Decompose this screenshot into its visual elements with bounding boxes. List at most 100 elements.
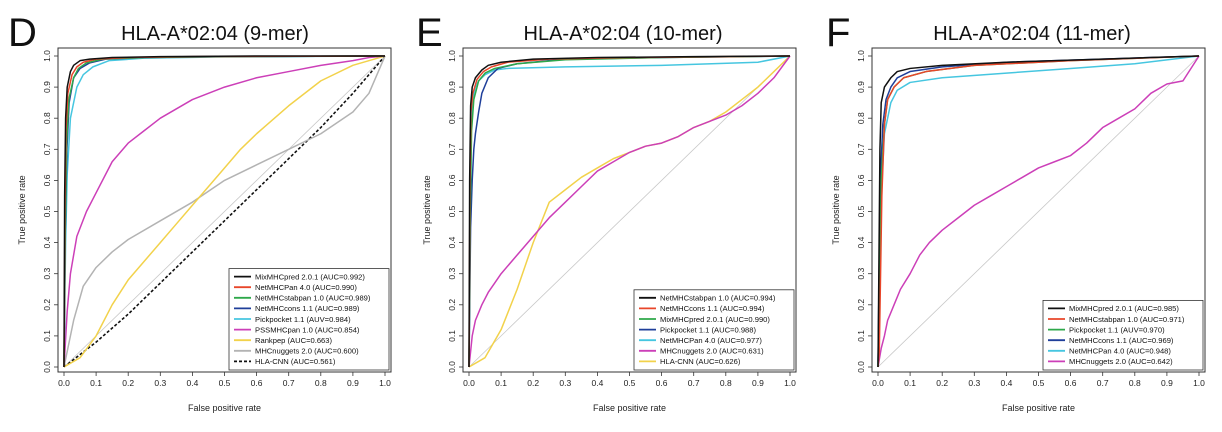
x-tick-label: 0.2 [527,378,539,388]
chart-title: HLA-A*02:04 (9-mer) [121,23,309,45]
y-tick-label: 0.7 [447,143,457,155]
y-tick-label: 0.9 [856,81,866,93]
legend-label: NetMHCPan 4.0 (AUC=0.990) [255,283,357,292]
y-tick-label: 0.1 [856,330,866,342]
y-tick-label: 0.5 [42,205,52,217]
panel-letter: F [826,11,850,55]
y-tick-label: 0.4 [856,236,866,248]
series-group [468,55,791,368]
legend-box [1042,299,1204,371]
chart-panel-d: D HLA-A*02:04 (9-mer) 0.0 0.1 0.2 0.3 0.4 0.5 0.… [8,11,392,413]
y-tick-label: 0.6 [42,174,52,186]
x-tick-label: 1.0 [379,378,391,388]
legend-label: NetMHCPan 4.0 (AUC=0.977) [660,336,762,345]
series-line [468,55,791,368]
legend-label: Pickpocket 1.1 (AUC=0.988) [660,325,756,334]
x-tick-label: 0.8 [1129,378,1141,388]
x-tick-label: 0.5 [1033,378,1045,388]
x-tick-label: 0.9 [752,378,764,388]
series-line [468,55,791,368]
y-tick-label: 0.8 [856,112,866,124]
y-tick-label: 0.3 [42,268,52,280]
y-tick-label: 0.2 [42,299,52,311]
legend: MixMHCpred 2.0.1 (AUC=0.985) NetMHCstabpa… [1042,299,1204,371]
x-tick-label: 0.5 [219,378,231,388]
legend-label: MHCnuggets 2.0 (AUC=0.631) [660,347,764,356]
y-tick-label: 0.6 [447,174,457,186]
legend-label: MHCnuggets 2.0 (AUC=0.642) [1069,357,1173,366]
y-tick-label: 1.0 [447,50,457,62]
chart-panel-f: F HLA-A*02:04 (11-mer) 0.0 0.1 0.2 0.3 0.4 0.5 0… [826,11,1206,413]
y-tick-label: 0.0 [856,361,866,373]
y-tick-label: 0.3 [447,268,457,280]
chart-title: HLA-A*02:04 (11-mer) [933,23,1130,45]
legend-box [633,289,795,371]
y-tick-label: 0.4 [42,236,52,248]
x-tick-label: 0.4 [591,378,603,388]
x-tick-label: 0.9 [347,378,359,388]
x-tick-label: 0.7 [283,378,295,388]
x-tick-label: 0.6 [1065,378,1077,388]
legend-label: Pickpocket 1.1 (AUV=0.970) [1069,325,1165,334]
x-tick-label: 0.0 [58,378,70,388]
legend: NetMHCstabpan 1.0 (AUC=0.994)NetMHCcons … [633,289,795,371]
x-tick-label: 0.1 [495,378,507,388]
panel-letter: E [416,11,443,55]
x-axis-title: False positive rate [593,403,666,413]
x-tick-label: 0.6 [251,378,263,388]
y-axis-title: True positive rate [17,175,27,244]
series-line [877,55,1200,368]
legend-label: Rankpep (AUC=0.663) [255,336,333,345]
legend-label: NetMHCstabpan 1.0 (AUC=0.994) [660,294,776,303]
diagonal-reference-line [877,55,1200,368]
diagonal-reference-line [468,55,791,368]
y-tick-label: 0.3 [856,268,866,280]
series-line [63,55,386,368]
x-tick-label: 0.3 [968,378,980,388]
y-tick-label: 1.0 [856,50,866,62]
series-line [63,55,385,368]
legend-label: MixMHCpred 2.0.1 (AUC=0.990) [660,315,770,324]
x-tick-label: 0.1 [904,378,916,388]
y-tick-label: 0.1 [42,330,52,342]
legend-label: NetMHCcons 1.1 (AUC=0.969) [1069,336,1174,345]
x-tick-label: 0.0 [872,378,884,388]
x-tick-label: 0.7 [688,378,700,388]
y-tick-label: 0.0 [42,361,52,373]
legend-label: PSSMHCpan 1.0 (AUC=0.854) [255,325,360,334]
legend-label: Pickpocket 1.1 (AUV=0.984) [255,315,351,324]
x-tick-label: 0.6 [656,378,668,388]
legend-label: MixMHCpred 2.0.1 (AUC=0.992) [255,272,365,281]
y-tick-label: 0.8 [447,112,457,124]
x-tick-label: 0.2 [122,378,134,388]
chart-panel-e: E HLA-A*02:04 (10-mer) 0.0 0.1 0.2 0.3 0.4 0.5 0… [416,11,797,413]
legend-label: NetMHCcons 1.1 (AUC=0.989) [255,304,360,313]
x-tick-label: 0.4 [1000,378,1012,388]
legend-label: NetMHCcons 1.1 (AUC=0.994) [660,304,765,313]
y-tick-label: 0.5 [447,205,457,217]
y-tick-label: 0.1 [447,330,457,342]
legend-label: NetMHCstabpan 1.0 (AUC=0.971) [1069,315,1185,324]
y-tick-label: 0.7 [856,143,866,155]
y-tick-label: 0.7 [42,143,52,155]
legend-label: MixMHCpred 2.0.1 (AUC=0.985) [1069,304,1179,313]
series-line [877,55,1200,368]
x-tick-label: 0.9 [1161,378,1173,388]
x-tick-label: 0.4 [186,378,198,388]
x-tick-label: 0.0 [463,378,475,388]
y-tick-label: 0.8 [42,112,52,124]
series-line [468,55,791,368]
y-tick-label: 1.0 [42,50,52,62]
series-group [63,55,386,368]
y-axis-title: True positive rate [422,175,432,244]
y-tick-label: 0.2 [856,299,866,311]
legend-label: HLA-CNN (AUC=0.561) [255,357,336,366]
series-line [63,55,386,368]
series-line [63,55,386,368]
legend-label: NetMHCstabpan 1.0 (AUC=0.989) [255,294,371,303]
x-tick-label: 1.0 [784,378,796,388]
y-tick-label: 0.6 [856,174,866,186]
legend-label: NetMHCPan 4.0 (AUC=0.948) [1069,347,1171,356]
legend-label: HLA-CNN (AUC=0.626) [660,357,741,366]
